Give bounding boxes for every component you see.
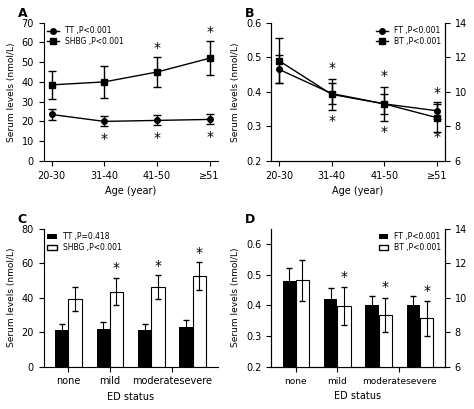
Bar	[407, 306, 420, 409]
Bar	[138, 330, 151, 367]
Text: *: *	[381, 125, 388, 139]
Bar	[283, 281, 296, 409]
Text: *: *	[328, 61, 335, 75]
Text: *: *	[434, 86, 440, 101]
Text: *: *	[434, 130, 440, 144]
Text: *: *	[100, 132, 108, 146]
Text: C: C	[18, 213, 27, 226]
Y-axis label: Serum levels (nmol/L): Serum levels (nmol/L)	[7, 248, 16, 347]
Text: *: *	[410, 322, 417, 336]
Bar	[420, 318, 433, 409]
Text: *: *	[196, 246, 203, 260]
Bar	[110, 292, 123, 367]
Text: *: *	[154, 41, 160, 55]
Text: *: *	[382, 280, 389, 294]
Text: *: *	[423, 284, 430, 298]
Bar	[68, 299, 82, 367]
Text: *: *	[381, 69, 388, 83]
Bar	[365, 306, 379, 409]
Legend: FT ,P<0.001, BT ,P<0.001: FT ,P<0.001, BT ,P<0.001	[379, 232, 441, 252]
Text: *: *	[327, 318, 334, 332]
Bar	[55, 330, 68, 367]
Legend: TT ,P<0.001, SHBG ,P<0.001: TT ,P<0.001, SHBG ,P<0.001	[47, 27, 124, 46]
Text: B: B	[245, 7, 255, 20]
X-axis label: ED status: ED status	[335, 391, 382, 401]
Text: *: *	[328, 114, 335, 128]
X-axis label: Age (year): Age (year)	[332, 186, 383, 196]
Text: *: *	[206, 25, 213, 39]
Text: *: *	[113, 261, 120, 275]
Bar	[324, 299, 337, 409]
Bar	[151, 287, 164, 367]
Text: *: *	[154, 131, 160, 145]
Text: *: *	[340, 270, 347, 284]
Bar	[97, 329, 110, 367]
Text: D: D	[245, 213, 255, 226]
Y-axis label: Serum levels (nmol/L): Serum levels (nmol/L)	[231, 248, 240, 347]
Y-axis label: Serum levels (nmol/L): Serum levels (nmol/L)	[231, 42, 240, 142]
Legend: FT ,P<0.001, BT ,P<0.001: FT ,P<0.001, BT ,P<0.001	[376, 27, 441, 46]
Bar	[180, 327, 193, 367]
Bar	[337, 306, 350, 409]
Text: *: *	[155, 258, 162, 273]
X-axis label: ED status: ED status	[107, 392, 154, 402]
Text: A: A	[18, 7, 27, 20]
X-axis label: Age (year): Age (year)	[105, 186, 156, 196]
Bar	[296, 281, 309, 409]
Text: *: *	[369, 322, 375, 336]
Text: *: *	[206, 130, 213, 144]
Bar	[193, 276, 206, 367]
Legend: TT ,P=0.418, SHBG ,P<0.001: TT ,P=0.418, SHBG ,P<0.001	[47, 232, 121, 252]
Bar	[379, 315, 392, 409]
Y-axis label: Serum levels (nmol/L): Serum levels (nmol/L)	[7, 42, 16, 142]
